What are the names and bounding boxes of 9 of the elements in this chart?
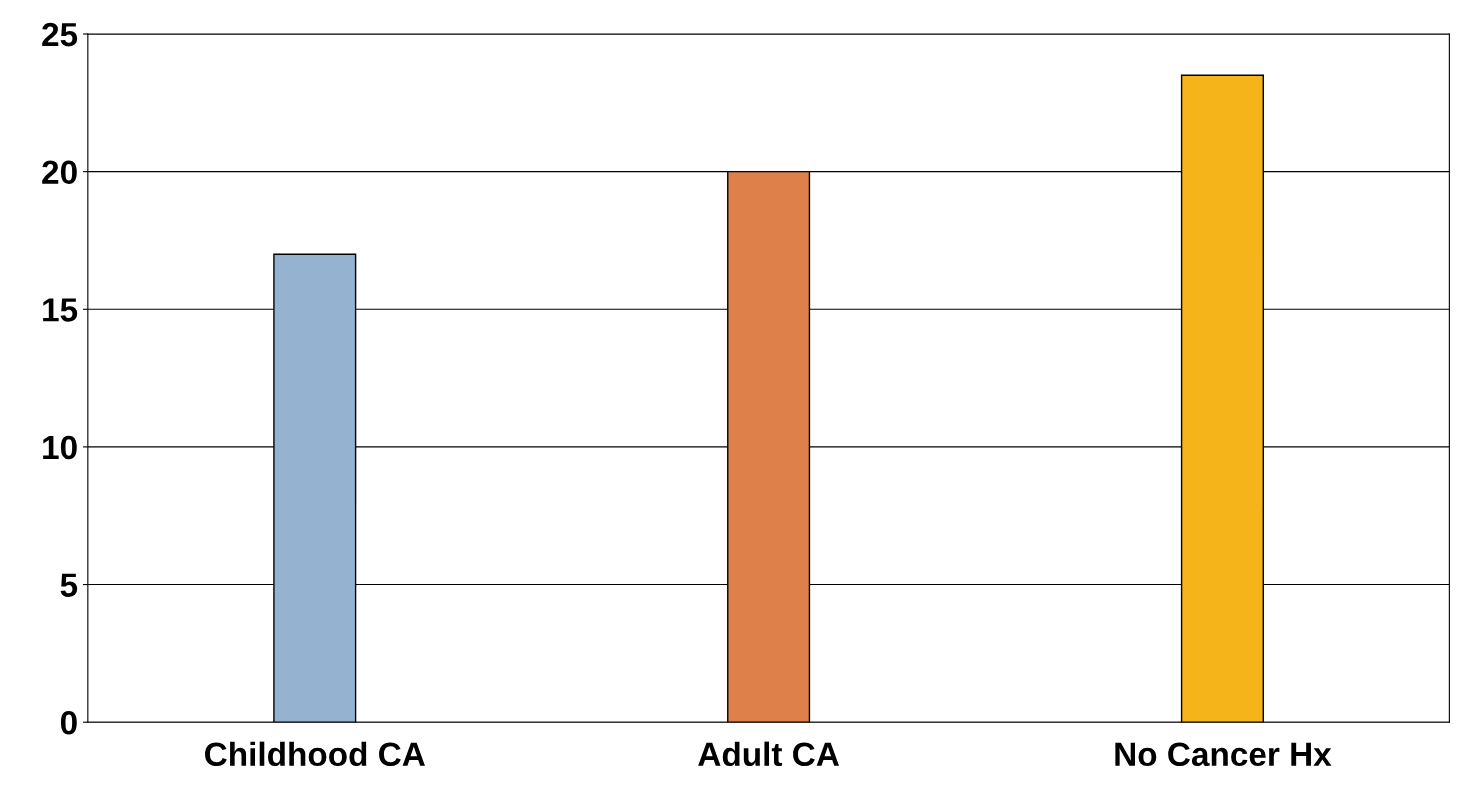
y-tick-label: 10	[43, 435, 77, 460]
y-tick-label: 20	[42, 160, 77, 185]
y-tick-label: 0	[60, 710, 77, 735]
y-tick-label: 25	[42, 22, 78, 47]
x-tick-label: Childhood CA	[205, 741, 425, 767]
x-tick-label: Adult CA	[698, 741, 839, 767]
x-tick-label: No Cancer Hx	[1115, 742, 1332, 767]
y-tick-label: 15	[43, 298, 78, 322]
y-tick-label: 5	[60, 573, 78, 597]
